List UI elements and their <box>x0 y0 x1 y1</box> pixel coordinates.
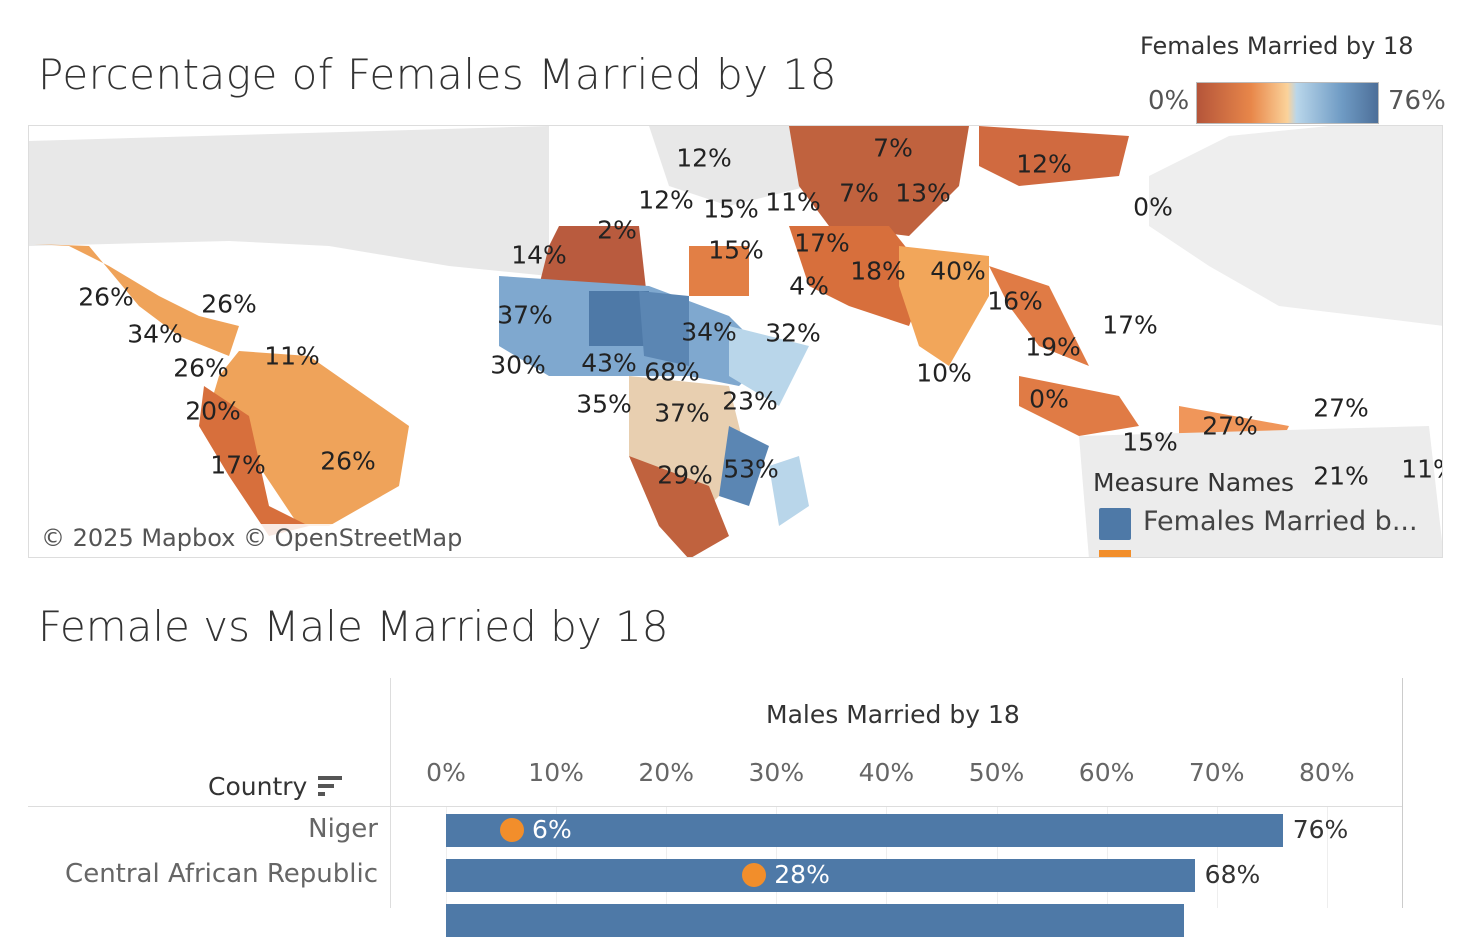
map-value-label: 11% <box>765 187 821 217</box>
bar-chart-title: Female vs Male Married by 18 <box>38 602 669 651</box>
map-value-label: 29% <box>657 460 713 490</box>
gridline <box>556 807 558 908</box>
female-bar[interactable] <box>446 859 1195 892</box>
measure-legend-title: Measure Names <box>1093 468 1294 497</box>
x-tick-label: 0% <box>426 758 466 787</box>
map-shapes <box>29 126 1442 557</box>
gridline <box>1326 807 1328 908</box>
map-value-label: 40% <box>930 256 986 286</box>
map-value-label: 32% <box>765 318 821 348</box>
map-title: Percentage of Females Married by 18 <box>38 50 837 99</box>
map-value-label: 20% <box>185 396 241 426</box>
color-legend-gradient[interactable] <box>1196 82 1379 124</box>
map-value-label: 7% <box>873 133 913 163</box>
map-value-label: 16% <box>987 286 1043 316</box>
map-value-label: 2% <box>597 215 637 245</box>
map-value-label: 12% <box>676 143 732 173</box>
color-legend-max: 76% <box>1388 86 1446 116</box>
male-value-label: 6% <box>532 815 572 844</box>
map-value-label: 35% <box>576 389 632 419</box>
female-value-label: 68% <box>1204 860 1261 889</box>
gridline <box>996 807 998 908</box>
x-tick-label: 20% <box>638 758 694 787</box>
female-value-label: 76% <box>1292 815 1349 844</box>
divider <box>1402 678 1403 908</box>
x-tick-label: 10% <box>528 758 584 787</box>
map-attribution[interactable]: © 2025 Mapbox © OpenStreetMap <box>37 524 467 552</box>
map-value-label: 37% <box>497 300 553 330</box>
map-value-label: 27% <box>1202 411 1258 441</box>
map-value-label: 0% <box>1029 384 1069 414</box>
map-value-label: 68% <box>644 357 700 387</box>
map-value-label: 15% <box>703 194 759 224</box>
x-tick-label: 60% <box>1078 758 1135 787</box>
color-legend-title: Females Married by 18 <box>1140 32 1414 60</box>
map-value-label: 13% <box>895 178 951 208</box>
divider <box>390 678 391 908</box>
x-tick-label: 80% <box>1299 758 1355 787</box>
map-value-label: 26% <box>201 289 257 319</box>
x-tick-label: 70% <box>1188 758 1245 787</box>
x-tick-label: 30% <box>748 758 805 787</box>
map-value-label: 17% <box>1102 310 1158 340</box>
legend-swatch-males[interactable] <box>1099 550 1131 557</box>
map-value-label: 4% <box>789 271 829 301</box>
map-value-label: 11% <box>264 341 320 371</box>
gridline <box>886 807 888 908</box>
legend-label-females[interactable]: Females Married b... <box>1143 506 1418 537</box>
divider <box>28 806 1402 807</box>
map-value-label: 18% <box>850 256 906 286</box>
map-value-label: 30% <box>490 350 546 380</box>
map-value-label: 23% <box>722 386 778 416</box>
male-dot[interactable] <box>500 818 525 842</box>
map-value-label: 15% <box>708 235 764 265</box>
map-value-label: 21% <box>1313 461 1369 491</box>
country-label[interactable]: Niger <box>308 814 378 844</box>
x-tick-label: 40% <box>858 758 915 787</box>
gridline <box>776 807 778 908</box>
map-value-label: 15% <box>1122 427 1178 457</box>
world-map[interactable]: 12% 7% 12% 12% 15% 11% 7% 13% 0% 2% 14% 15% 17% 18% 40… <box>28 125 1443 558</box>
gridline <box>1106 807 1108 908</box>
gridline <box>446 807 447 908</box>
map-value-label: 19% <box>1025 332 1081 362</box>
map-value-label: 11% <box>1401 454 1442 484</box>
legend-swatch-females[interactable] <box>1099 508 1131 540</box>
map-value-label: 37% <box>654 398 710 428</box>
gridline <box>666 807 668 908</box>
country-header[interactable]: Country <box>208 772 308 801</box>
map-value-label: 53% <box>723 454 779 484</box>
map-value-label: 34% <box>681 317 737 347</box>
male-dot[interactable] <box>742 863 767 887</box>
gridline <box>1216 807 1218 908</box>
map-value-label: 43% <box>581 348 637 378</box>
female-bar[interactable] <box>446 814 1283 847</box>
map-value-label: 0% <box>1133 192 1173 222</box>
map-value-label: 17% <box>794 228 850 258</box>
map-value-label: 12% <box>638 185 694 215</box>
country-label[interactable]: Central African Republic <box>65 859 378 889</box>
map-value-label: 12% <box>1016 149 1072 179</box>
map-value-label: 26% <box>320 446 376 476</box>
map-value-label: 26% <box>173 353 229 383</box>
map-value-label: 10% <box>916 358 972 388</box>
female-bar[interactable] <box>446 904 1184 937</box>
map-value-label: 27% <box>1313 393 1369 423</box>
sort-descending-icon[interactable] <box>318 776 342 798</box>
x-tick-label: 50% <box>968 758 1025 787</box>
map-value-label: 14% <box>511 240 567 270</box>
map-value-label: 17% <box>210 450 266 480</box>
male-value-label: 28% <box>774 860 830 889</box>
color-legend-min: 0% <box>1148 86 1190 116</box>
map-value-label: 34% <box>127 319 183 349</box>
map-value-label: 26% <box>78 282 134 312</box>
x-axis-title: Males Married by 18 <box>766 700 1020 729</box>
map-value-label: 7% <box>839 178 879 208</box>
